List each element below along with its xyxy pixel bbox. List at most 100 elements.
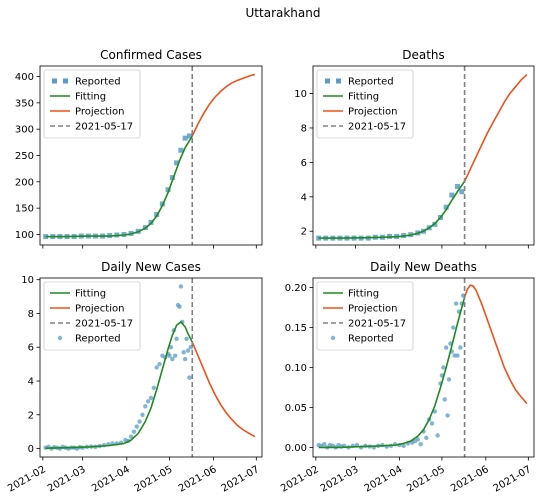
axes-frame bbox=[39, 65, 263, 246]
legend: Reported Fitting Projection 2021-05-17 bbox=[316, 69, 414, 139]
reported-point bbox=[443, 204, 449, 210]
y-tick-label: 6 bbox=[301, 158, 307, 169]
reported-point bbox=[177, 304, 182, 309]
reported-point bbox=[145, 399, 151, 404]
axes-frame bbox=[312, 65, 535, 246]
figure-title: Uttarakhand bbox=[246, 6, 321, 20]
legend-box bbox=[43, 69, 141, 139]
legend-label: 2021-05-17 bbox=[75, 122, 133, 133]
reported-point bbox=[442, 397, 447, 402]
legend-label: Reported bbox=[75, 77, 121, 88]
x-tick-label: 2021-07 bbox=[220, 464, 262, 494]
reported-point bbox=[174, 336, 179, 341]
legend-item: Fitting bbox=[323, 92, 379, 103]
x-tick-label: 2021-06 bbox=[449, 464, 491, 494]
legend-swatch bbox=[330, 335, 336, 341]
chart-title: Daily New Deaths bbox=[370, 260, 477, 274]
legend-item: Reported bbox=[57, 334, 121, 345]
legend-item: 2021-05-17 bbox=[323, 319, 406, 330]
reported-point bbox=[455, 183, 460, 189]
x-tick-label: 2021-05 bbox=[405, 464, 447, 494]
reported-point bbox=[182, 135, 188, 141]
chart-title: Daily New Cases bbox=[101, 260, 201, 274]
reported-point bbox=[43, 234, 49, 240]
axes-frame bbox=[39, 277, 263, 458]
plot-area bbox=[316, 74, 528, 241]
legend-label: 2021-05-17 bbox=[348, 122, 406, 133]
legend-label: Projection bbox=[348, 107, 397, 118]
reported-point bbox=[459, 189, 465, 195]
y-tick-label: 300 bbox=[15, 125, 34, 136]
reported-point bbox=[140, 412, 145, 417]
reported-point bbox=[181, 350, 186, 355]
x-tick-label: 2021-05 bbox=[133, 464, 175, 494]
reported-point bbox=[322, 442, 327, 447]
legend-item: Fitting bbox=[50, 92, 106, 103]
reported-point bbox=[165, 187, 171, 193]
legend-label: Fitting bbox=[348, 289, 379, 300]
legend-item: 2021-05-17 bbox=[50, 319, 133, 330]
legend-item: Projection bbox=[323, 107, 397, 118]
x-tick-label: 2021-02 bbox=[279, 464, 321, 494]
legend-item: Reported bbox=[330, 334, 394, 345]
legend-label: Projection bbox=[75, 304, 124, 315]
legend: Fitting Projection 2021-05-17 Reported bbox=[316, 281, 414, 351]
legend-swatch bbox=[325, 78, 330, 84]
y-tick-label: 400 bbox=[15, 72, 34, 83]
reported-point bbox=[449, 192, 455, 198]
legend: Fitting Projection 2021-05-17 Reported bbox=[43, 281, 141, 351]
series-reported bbox=[316, 183, 465, 241]
reported-point bbox=[182, 356, 188, 362]
legend-box bbox=[316, 281, 414, 351]
legend: Reported Fitting Projection 2021-05-17 bbox=[43, 69, 141, 139]
y-tick-label: 6 bbox=[28, 343, 34, 354]
reported-point bbox=[178, 284, 184, 289]
x-tick-label: 2021-03 bbox=[319, 464, 361, 494]
legend-label: Fitting bbox=[348, 92, 379, 103]
plot-area bbox=[43, 73, 256, 240]
y-tick-label: 100 bbox=[15, 230, 34, 241]
chart-title: Deaths bbox=[402, 48, 445, 62]
y-tick-label: 250 bbox=[15, 151, 34, 162]
y-tick-label: 0 bbox=[28, 444, 34, 455]
y-tick-label: 10 bbox=[294, 89, 307, 100]
chart-panel-2: Deaths 2 4 6 8 10 Reported Fitting Projection 202… bbox=[294, 48, 535, 249]
y-tick-label: 0.10 bbox=[285, 363, 307, 374]
y-tick-label: 0.15 bbox=[285, 323, 307, 334]
legend-item: Reported bbox=[52, 77, 121, 88]
legend-item: 2021-05-17 bbox=[323, 122, 406, 133]
legend-label: Projection bbox=[348, 304, 397, 315]
reported-point bbox=[451, 325, 456, 330]
reported-point bbox=[435, 433, 440, 438]
legend-label: Reported bbox=[348, 77, 394, 88]
y-tick-label: 8 bbox=[301, 123, 307, 134]
legend-swatch bbox=[63, 78, 68, 84]
reported-point bbox=[157, 361, 162, 367]
x-tick-label: 2021-06 bbox=[177, 464, 219, 494]
reported-point bbox=[443, 345, 449, 350]
chart-title: Confirmed Cases bbox=[100, 48, 202, 62]
x-tick-label: 2021-04 bbox=[363, 464, 405, 494]
y-tick-label: 150 bbox=[15, 204, 34, 215]
x-tick-label: 2021-03 bbox=[46, 464, 88, 494]
reported-point bbox=[134, 424, 139, 429]
y-tick-label: 4 bbox=[28, 377, 34, 388]
y-tick-label: 0.00 bbox=[285, 443, 307, 454]
y-tick-label: 200 bbox=[15, 177, 34, 188]
reported-point bbox=[429, 421, 435, 426]
y-tick-label: 350 bbox=[15, 98, 34, 109]
plot-area bbox=[43, 284, 256, 451]
reported-point bbox=[184, 336, 189, 341]
reported-point bbox=[441, 365, 446, 370]
axes-frame bbox=[312, 277, 535, 458]
y-tick-label: 2 bbox=[28, 410, 34, 421]
legend-item: Projection bbox=[50, 107, 124, 118]
legend-box bbox=[316, 69, 414, 139]
legend-item: Projection bbox=[50, 304, 124, 315]
x-tick-label: 2021-04 bbox=[90, 464, 132, 494]
legend-label: Fitting bbox=[75, 289, 106, 300]
reported-point bbox=[316, 235, 322, 241]
